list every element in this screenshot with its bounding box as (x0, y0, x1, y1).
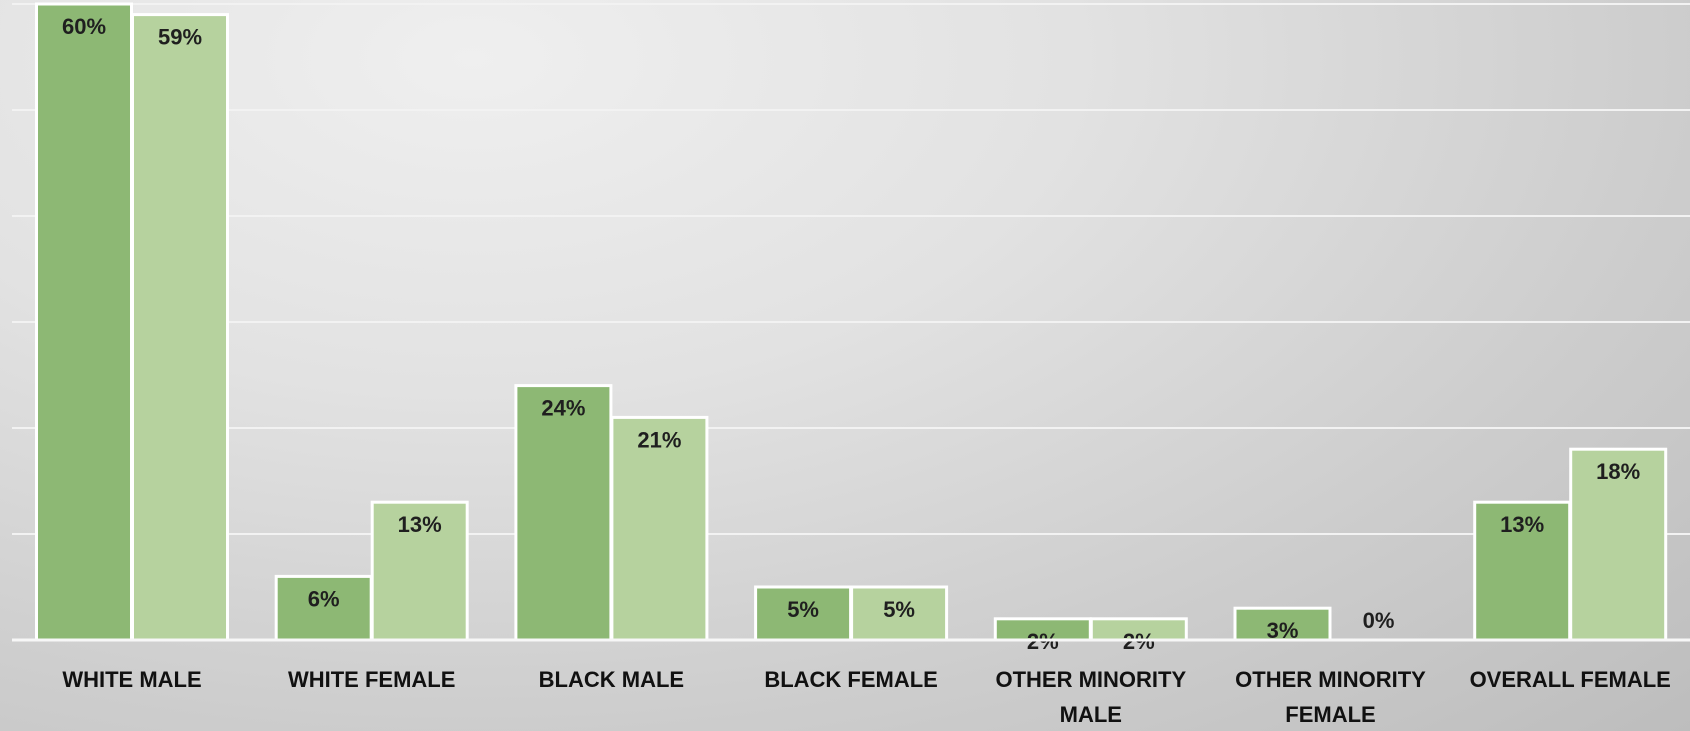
data-label-series-2-3: 5% (883, 597, 915, 622)
data-label-series-1-2: 24% (541, 396, 585, 421)
bar-series-1-2 (514, 384, 613, 642)
data-label-series-1-1: 6% (308, 586, 340, 611)
bar-series-2-6 (1569, 447, 1668, 642)
data-label-series-2-6: 18% (1596, 459, 1640, 484)
bar-series-2-1 (370, 500, 469, 642)
category-label-3: BLACK FEMALE (764, 667, 938, 692)
data-label-series-2-1: 13% (398, 512, 442, 537)
bar-series-1-5 (1233, 606, 1332, 642)
data-label-series-1-3: 5% (787, 597, 819, 622)
data-label-series-2-2: 21% (637, 427, 681, 452)
category-label-6: OVERALL FEMALE (1470, 667, 1671, 692)
category-label-1: WHITE FEMALE (288, 667, 455, 692)
category-label-0: WHITE MALE (62, 667, 201, 692)
data-label-series-2-5: 0% (1363, 608, 1395, 633)
data-label-series-1-6: 13% (1500, 512, 1544, 537)
data-label-series-2-0: 59% (158, 25, 202, 50)
category-label-2: BLACK MALE (539, 667, 684, 692)
category-label-4: OTHER MINORITY MALE (995, 667, 1186, 727)
data-label-series-1-0: 60% (62, 14, 106, 39)
category-label-5: OTHER MINORITY FEMALE (1235, 667, 1426, 727)
bar-series-1-0 (35, 2, 133, 642)
bar-series-2-0 (131, 13, 229, 642)
bar-series-2-2 (610, 415, 709, 642)
bar-series-2-3 (850, 585, 949, 642)
